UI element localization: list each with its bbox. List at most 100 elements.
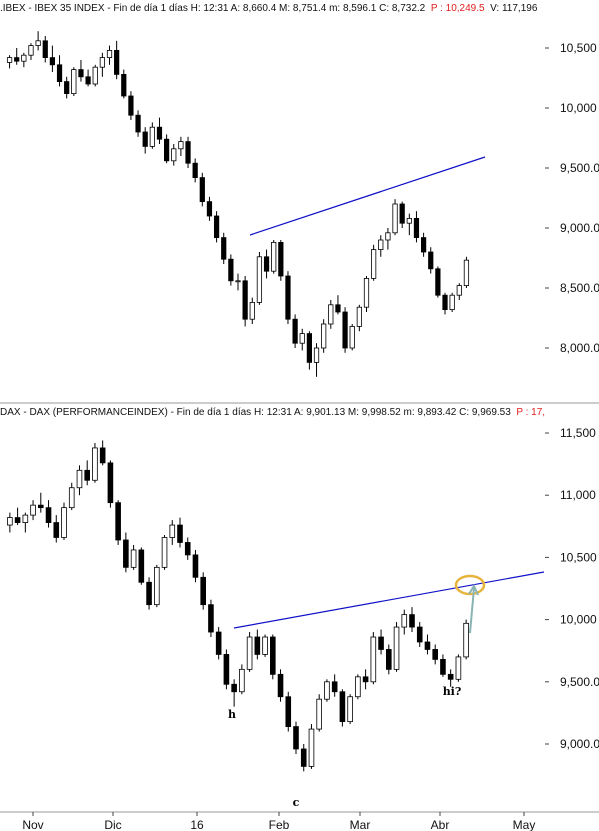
candles — [6, 31, 470, 772]
candle-body — [347, 696, 353, 723]
candle-body — [299, 333, 305, 344]
candle-body — [146, 581, 152, 606]
candle-body — [231, 683, 237, 693]
ibex-candle — [249, 297, 255, 324]
ibex-candle — [14, 48, 20, 65]
x-tick-label: Dic — [104, 818, 121, 831]
ibex-candle — [185, 136, 191, 168]
dax-candle — [208, 599, 214, 638]
ibex-candle — [92, 64, 98, 87]
candle-body — [45, 507, 52, 523]
dax-candle — [254, 629, 261, 660]
candle-body — [107, 462, 114, 504]
candle-body — [356, 306, 362, 327]
ibex-candle — [49, 45, 56, 72]
y-tick-label: 9,000.0 — [560, 221, 599, 235]
dax-candle — [239, 664, 245, 695]
ibex-candle — [199, 172, 205, 207]
dax-candle — [386, 644, 392, 675]
candle-body — [128, 95, 134, 116]
ibex-candle — [456, 283, 462, 300]
candle-body — [215, 631, 222, 655]
dax-candle — [447, 669, 454, 687]
y-tick-label: 11,500 — [560, 426, 596, 440]
ibex-candle — [35, 31, 41, 51]
candle-body — [285, 275, 291, 320]
candle-body — [278, 241, 284, 277]
y-tick-label: 10,000 — [560, 101, 597, 115]
dax-candle — [293, 721, 299, 754]
ibex-trendline — [249, 156, 486, 236]
dax-candle — [316, 694, 322, 732]
candle-body — [308, 728, 315, 767]
candle-body — [455, 656, 462, 680]
ibex-candle — [420, 232, 427, 257]
candle-body — [61, 507, 67, 538]
dax-candle — [138, 547, 145, 585]
ibex-candle — [385, 228, 391, 250]
candle-body — [401, 614, 408, 628]
ibex-candle — [449, 292, 455, 312]
dax-candle — [401, 609, 408, 635]
ibex-candle — [78, 60, 84, 82]
candle-body — [413, 217, 420, 238]
dax-candle — [99, 440, 106, 466]
ibex-candle — [306, 331, 312, 370]
pattern-annotation: c — [293, 796, 300, 809]
dax-candle — [184, 537, 191, 560]
ibex-candle — [349, 324, 355, 351]
candle-body — [138, 549, 145, 583]
y-axes: 10,500 10,000 9,500.0 9,000.0 8,500.0 8,000.0… — [545, 41, 599, 751]
ibex-candle — [435, 266, 441, 298]
candle-body — [92, 447, 98, 481]
dax-candle — [169, 520, 176, 545]
dax-candle — [76, 465, 83, 496]
candle-body — [99, 447, 106, 464]
candle-body — [416, 626, 423, 643]
ibex-candle — [342, 307, 348, 353]
y-tick-label: 8,500.0 — [560, 281, 599, 295]
candle-body — [161, 537, 168, 568]
candle-body — [378, 636, 384, 650]
candle-body — [192, 162, 198, 178]
candle-body — [208, 604, 214, 633]
dax-candle — [177, 517, 183, 548]
ibex-candle — [128, 91, 134, 120]
ibex-candle — [299, 328, 305, 351]
candle-body — [277, 673, 284, 698]
dax-candle — [53, 515, 60, 543]
candle-body — [185, 141, 191, 164]
ibex-candle — [99, 52, 105, 77]
candle-body — [285, 696, 292, 727]
ibex-candle — [399, 201, 405, 228]
candle-body — [164, 138, 170, 162]
candle-body — [242, 280, 248, 320]
candle-body — [362, 676, 369, 683]
candle-body — [371, 249, 377, 279]
candle-body — [35, 40, 41, 46]
dax-header-info: DAX - DAX (PERFORMANCEINDEX) - Fin de dí… — [0, 407, 511, 418]
ibex-candle — [85, 69, 91, 87]
ibex-candle — [321, 319, 327, 353]
ibex-candle — [213, 211, 220, 243]
candle-body — [463, 259, 470, 287]
candle-body — [14, 57, 20, 62]
ibex-candle — [242, 276, 248, 327]
candle-body — [399, 203, 405, 224]
candle-body — [192, 554, 199, 578]
candle-body — [114, 50, 120, 75]
ibex-candle — [42, 36, 48, 63]
candle-body — [262, 636, 268, 655]
dax-candle — [154, 564, 160, 608]
candle-body — [156, 126, 163, 140]
ibex-candle — [64, 76, 70, 99]
ibex-header-highlight: P : 10,249.5 — [430, 3, 485, 14]
candle-body — [6, 57, 13, 63]
candle-body — [177, 524, 183, 543]
candle-body — [38, 504, 44, 509]
pattern-annotation: hi? — [443, 685, 462, 698]
candle-body — [256, 256, 263, 303]
ibex-candle — [121, 69, 127, 99]
y-tick-label: 11,000 — [560, 488, 596, 502]
